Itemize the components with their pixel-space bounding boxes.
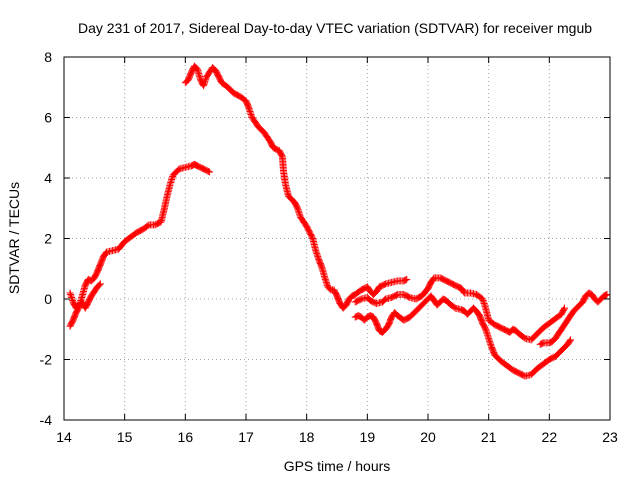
series-track-c [181,62,411,312]
data-point [313,251,321,259]
data-point [67,292,75,300]
data-point [483,330,491,338]
series-track-f [536,289,611,348]
data-point [403,275,411,283]
x-axis-tick-labels: 14 15 16 17 18 19 20 21 22 23 [56,429,618,445]
x-tick-label: 17 [238,429,254,445]
data-point [308,233,316,241]
data-point [402,276,410,284]
data-point [486,337,494,345]
axis-ticks [63,56,611,421]
y-tick-label: 6 [44,110,52,126]
data-point [200,80,208,88]
data-point [95,281,103,289]
grid [64,57,610,420]
y-tick-label: 2 [44,231,52,247]
data-point [484,333,492,341]
data-point [479,295,487,303]
data-point [487,340,495,348]
data-point [294,204,302,212]
data-point [561,304,568,312]
y-tick-label: -2 [40,352,53,368]
data-point [313,250,321,258]
data-point [67,290,75,298]
chart-title: Day 231 of 2017, Sidereal Day-to-day VTE… [78,20,592,36]
series-track-d [351,292,575,380]
x-axis-label: GPS time / hours [284,458,391,474]
data-point [480,300,488,308]
data-point [480,298,488,306]
data-point [168,176,176,184]
data-point [168,174,176,182]
x-tick-label: 21 [481,429,497,445]
data-point [321,275,329,283]
y-tick-label: 4 [44,170,52,186]
series-track-a [66,160,214,330]
data-point [167,177,175,185]
x-tick-label: 22 [542,429,558,445]
data-point [312,248,320,256]
data-point [204,167,212,175]
data-point [484,331,492,339]
data-point [560,305,568,313]
y-tick-label: 8 [44,49,52,65]
data-point [566,337,574,345]
x-tick-label: 19 [360,429,376,445]
data-points [66,62,611,380]
data-point [294,206,302,214]
data-point [485,334,493,342]
data-point [482,325,490,333]
x-tick-label: 14 [56,429,72,445]
y-tick-label: 0 [44,291,52,307]
series-track-e [351,274,568,344]
x-tick-label: 16 [178,429,194,445]
y-tick-label: -4 [40,412,53,428]
data-point [246,107,254,115]
data-point [246,106,254,114]
data-point [200,82,208,90]
data-point [66,289,74,297]
data-point [479,297,487,305]
data-point [481,301,489,309]
data-point [322,277,330,285]
y-axis-tick-labels: -4 -2 0 2 4 6 8 [40,49,53,428]
data-point [295,209,303,217]
x-tick-label: 20 [420,429,436,445]
x-tick-label: 18 [299,429,315,445]
data-point [322,278,330,286]
data-point [247,110,255,118]
data-point [202,76,210,84]
data-point [96,280,104,288]
y-axis-label: SDTVAR / TECUs [6,182,22,294]
data-point [314,253,322,261]
data-point [206,168,214,176]
data-point [201,79,209,87]
data-point [245,104,253,112]
data-point [485,336,493,344]
data-point [482,327,490,335]
data-point [486,339,494,347]
x-tick-label: 15 [117,429,133,445]
data-point [295,207,303,215]
x-tick-label: 23 [602,429,618,445]
data-point [247,109,255,117]
data-point [603,290,611,298]
data-point [567,336,575,344]
data-point [483,328,491,336]
series-track-b [66,280,104,312]
data-point [68,293,76,301]
data-point [296,210,304,218]
data-point [167,179,175,187]
data-point [166,180,174,188]
data-point [201,77,209,85]
data-point [602,291,610,299]
data-point [481,303,489,311]
data-point [321,274,329,282]
data-point [312,247,320,255]
data-point [323,280,331,288]
